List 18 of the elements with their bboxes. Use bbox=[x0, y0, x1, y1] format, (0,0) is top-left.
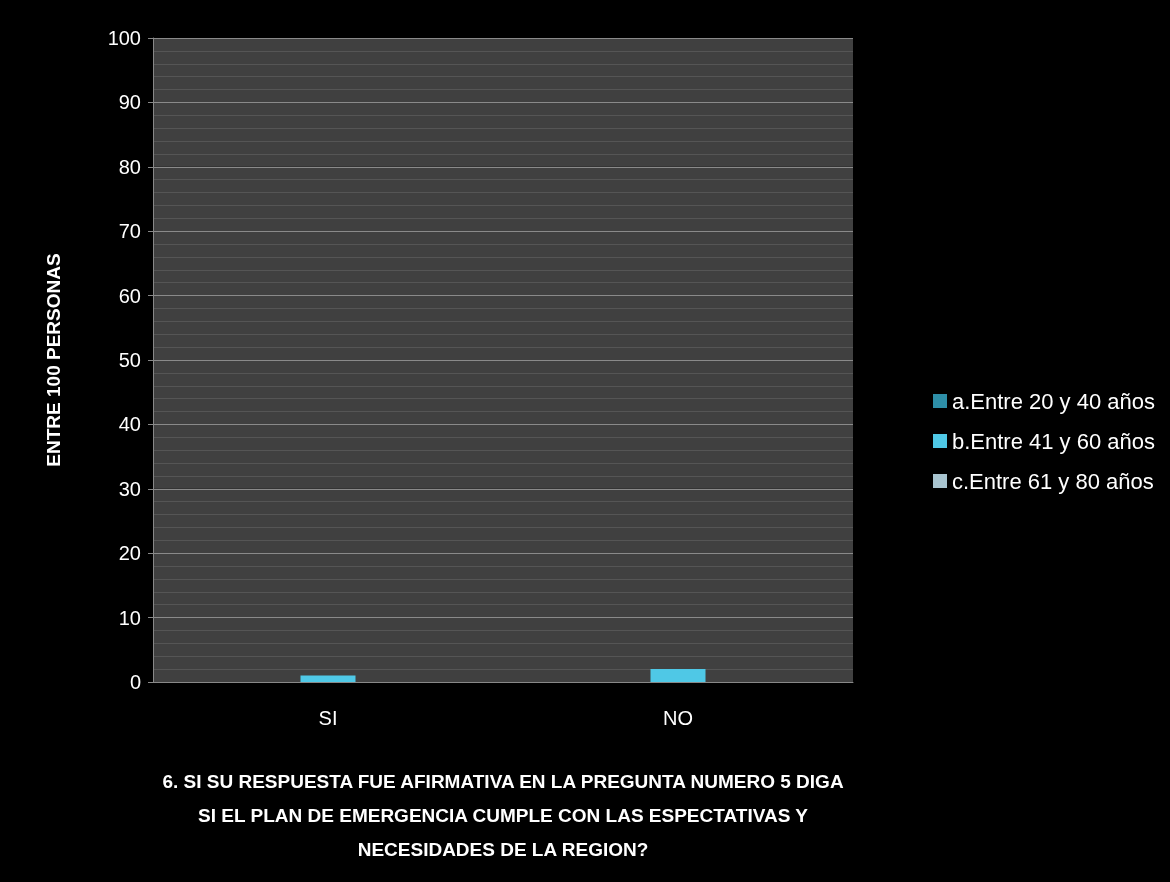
y-axis-title: ENTRE 100 PERSONAS bbox=[43, 253, 64, 467]
y-tick-label: 90 bbox=[118, 91, 141, 114]
legend-label: c.Entre 61 y 80 años bbox=[951, 468, 1154, 494]
x-tick-label: NO bbox=[663, 707, 693, 729]
legend-label: b.Entre 41 y 60 años bbox=[951, 428, 1155, 454]
y-tick-label: 20 bbox=[118, 542, 141, 565]
x-tick-label: SI bbox=[318, 707, 338, 729]
y-tick-label: 50 bbox=[118, 349, 141, 371]
y-tick-label: 10 bbox=[118, 606, 141, 629]
legend-label: a.Entre 20 y 40 años bbox=[951, 388, 1155, 414]
y-tick-label: 60 bbox=[118, 284, 141, 307]
x-axis-title: 6. SI SU RESPUESTA FUE AFIRMATIVA EN LA PREGUNTA NUMERO 5 DIGA SI EL PLAN DE EMERGENCIA CUMPLE CON LAS ESPECTATIVAS Y NECESIDADES DE LA REGION? bbox=[162, 770, 844, 860]
y-tick-label: 80 bbox=[118, 155, 141, 178]
y-tick-label: 40 bbox=[118, 413, 141, 436]
y-tick-label: 30 bbox=[118, 477, 141, 500]
y-tick-label: 0 bbox=[129, 671, 141, 693]
y-tick-label: 100 bbox=[107, 27, 141, 49]
y-tick-label: 70 bbox=[118, 220, 141, 243]
